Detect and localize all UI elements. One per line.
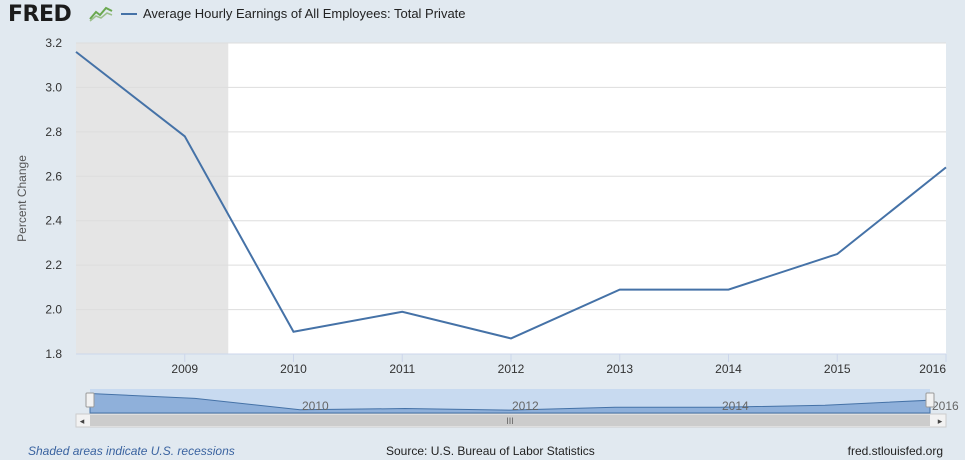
site-link[interactable]: fred.stlouisfed.org xyxy=(847,444,943,458)
data-point[interactable] xyxy=(944,165,948,169)
line-chart-icon xyxy=(89,6,113,22)
navigator-handle-right[interactable] xyxy=(925,392,935,408)
data-point[interactable] xyxy=(292,330,296,334)
scroll-left-arrow-icon[interactable]: ◂ xyxy=(80,416,85,426)
series-line[interactable] xyxy=(75,51,947,340)
navigator-label: 2012 xyxy=(512,399,539,413)
source-note: Source: U.S. Bureau of Labor Statistics xyxy=(386,444,595,458)
scrollbar-thumb[interactable] xyxy=(90,415,930,426)
fred-logo[interactable]: FRED xyxy=(8,2,72,27)
legend-series-label: Average Hourly Earnings of All Employees… xyxy=(143,6,466,21)
data-point[interactable] xyxy=(835,252,839,256)
recession-note: Shaded areas indicate U.S. recessions xyxy=(28,444,235,458)
y-tick-label: 2.8 xyxy=(45,125,62,139)
y-tick-label: 1.8 xyxy=(45,347,62,361)
data-point[interactable] xyxy=(74,50,78,54)
x-tick-label: 2012 xyxy=(498,362,525,376)
y-tick-label: 3.2 xyxy=(45,36,62,50)
data-point[interactable] xyxy=(400,310,404,314)
navigator-handle-left[interactable] xyxy=(85,392,95,408)
y-tick-label: 2.0 xyxy=(45,303,62,317)
y-tick-label: 2.6 xyxy=(45,169,62,183)
y-axis-label: Percent Change xyxy=(15,155,29,242)
data-point[interactable] xyxy=(618,288,622,292)
chart-legend[interactable]: Average Hourly Earnings of All Employees… xyxy=(121,6,466,21)
navigator-label: 2014 xyxy=(722,399,749,413)
scroll-right-arrow-icon[interactable]: ▸ xyxy=(938,416,943,426)
data-point[interactable] xyxy=(183,134,187,138)
x-tick-label: 2011 xyxy=(389,362,415,376)
x-tick-label: 2010 xyxy=(280,362,307,376)
navigator-label: 2010 xyxy=(302,399,329,413)
x-tick-label: 2013 xyxy=(606,362,633,376)
y-tick-label: 2.2 xyxy=(45,258,62,272)
y-tick-label: 3.0 xyxy=(45,80,62,94)
data-point[interactable] xyxy=(727,288,731,292)
chart-svg: 1.8 2.0 2.2 2.4 2.6 2.8 3.0 3.2 2009 2010 2011 2012… xyxy=(15,36,959,428)
y-tick-label: 2.4 xyxy=(45,214,62,228)
x-tick-label: 2016 xyxy=(919,362,946,376)
x-tick-label: 2015 xyxy=(824,362,851,376)
x-tick-label: 2009 xyxy=(171,362,198,376)
legend-swatch xyxy=(121,12,137,15)
navigator-label: 2016 xyxy=(932,399,959,413)
recession-shade xyxy=(76,43,229,354)
x-tick-label: 2014 xyxy=(715,362,742,376)
data-point[interactable] xyxy=(509,336,513,340)
scrollbar-grip: III xyxy=(506,416,514,426)
